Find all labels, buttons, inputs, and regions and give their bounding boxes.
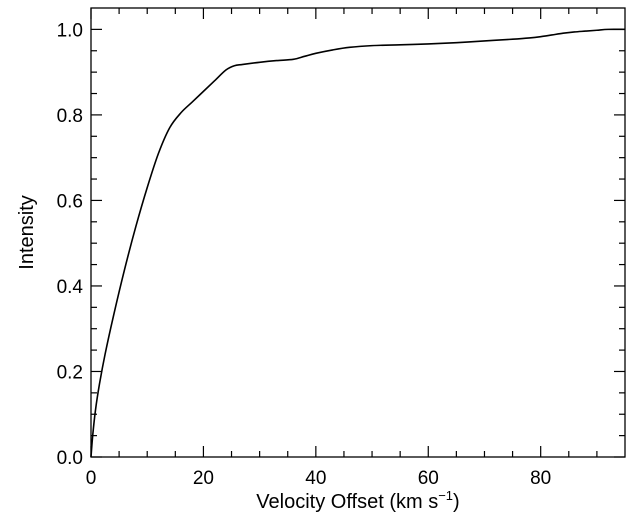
plot-frame bbox=[90, 7, 626, 458]
x-tick-label: 60 bbox=[418, 468, 439, 489]
intensity-line bbox=[90, 28, 626, 458]
x-axis-title-superscript: −1 bbox=[438, 488, 453, 503]
y-tick-label: 0.4 bbox=[57, 277, 84, 298]
y-tick-label: 0.0 bbox=[57, 448, 83, 469]
x-tick-label: 20 bbox=[193, 468, 214, 489]
x-tick-label: 0 bbox=[86, 468, 97, 489]
x-tick-label: 80 bbox=[530, 468, 551, 489]
tick-marks bbox=[90, 8, 625, 458]
x-axis-title-main: Velocity Offset (km s bbox=[256, 491, 438, 513]
y-axis-title: Intensity bbox=[16, 195, 38, 269]
x-axis-title-end: ) bbox=[453, 491, 460, 513]
y-tick-label: 1.0 bbox=[57, 20, 83, 41]
x-axis-title: Velocity Offset (km s−1) bbox=[256, 488, 459, 513]
y-tick-label: 0.6 bbox=[57, 191, 83, 212]
x-tick-label: 40 bbox=[305, 468, 326, 489]
y-tick-label: 0.8 bbox=[57, 106, 83, 127]
tick-labels: 0 20 40 60 80 0.0 0.2 0.4 0.6 0.8 1.0 bbox=[57, 20, 552, 489]
y-tick-label: 0.2 bbox=[57, 362, 83, 383]
